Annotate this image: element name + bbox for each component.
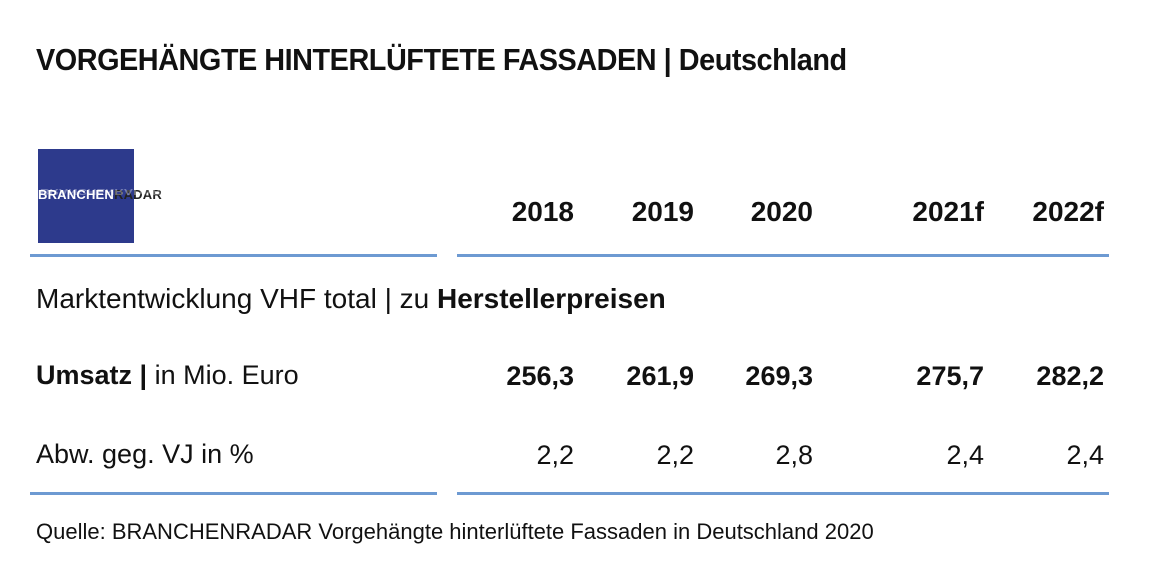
- table-cell-umsatz-2019: 261,9: [626, 361, 694, 391]
- column-header-2021f: 2021f: [912, 196, 984, 227]
- footer-rule-right: [457, 492, 1109, 495]
- source-note: Quelle: BRANCHENRADAR Vorgehängte hinter…: [36, 519, 874, 544]
- table-cell-abw-2020: 2,8: [775, 440, 813, 470]
- table-cell-abw-2021f: 2,4: [946, 440, 984, 470]
- table-cell-abw-2018: 2,2: [536, 440, 574, 470]
- table-cell-umsatz-2018: 256,3: [506, 361, 574, 391]
- column-header-2022f: 2022f: [1032, 196, 1104, 227]
- section-heading: Marktentwicklung VHF total | zu Herstell…: [36, 283, 666, 314]
- header-rule-right: [457, 254, 1109, 257]
- header-rule-left: [30, 254, 437, 257]
- footer-rule-left: [30, 492, 437, 495]
- page-title: VORGEHÄNGTE HINTERLÜFTETE FASSADEN | Deu…: [36, 42, 847, 77]
- column-header-2020: 2020: [750, 196, 813, 227]
- column-header-2018: 2018: [511, 196, 574, 227]
- table-cell-umsatz-2021f: 275,7: [916, 361, 984, 391]
- logo-reflection: BRANCHENRADAR: [40, 187, 162, 196]
- logo-wordmark: BRANCHENRADAR: [38, 187, 162, 202]
- table-cell-abw-2019: 2,2: [656, 440, 694, 470]
- row-label-abw: Abw. geg. VJ in %: [36, 439, 254, 469]
- table-cell-umsatz-2020: 269,3: [745, 361, 813, 391]
- column-header-2019: 2019: [631, 196, 694, 227]
- table-cell-abw-2022f: 2,4: [1066, 440, 1104, 470]
- branchenradar-logo: BRANCHENRADAR BRANCHENRADAR: [38, 149, 162, 243]
- table-cell-umsatz-2022f: 282,2: [1036, 361, 1104, 391]
- row-label-umsatz: Umsatz | in Mio. Euro: [36, 360, 299, 390]
